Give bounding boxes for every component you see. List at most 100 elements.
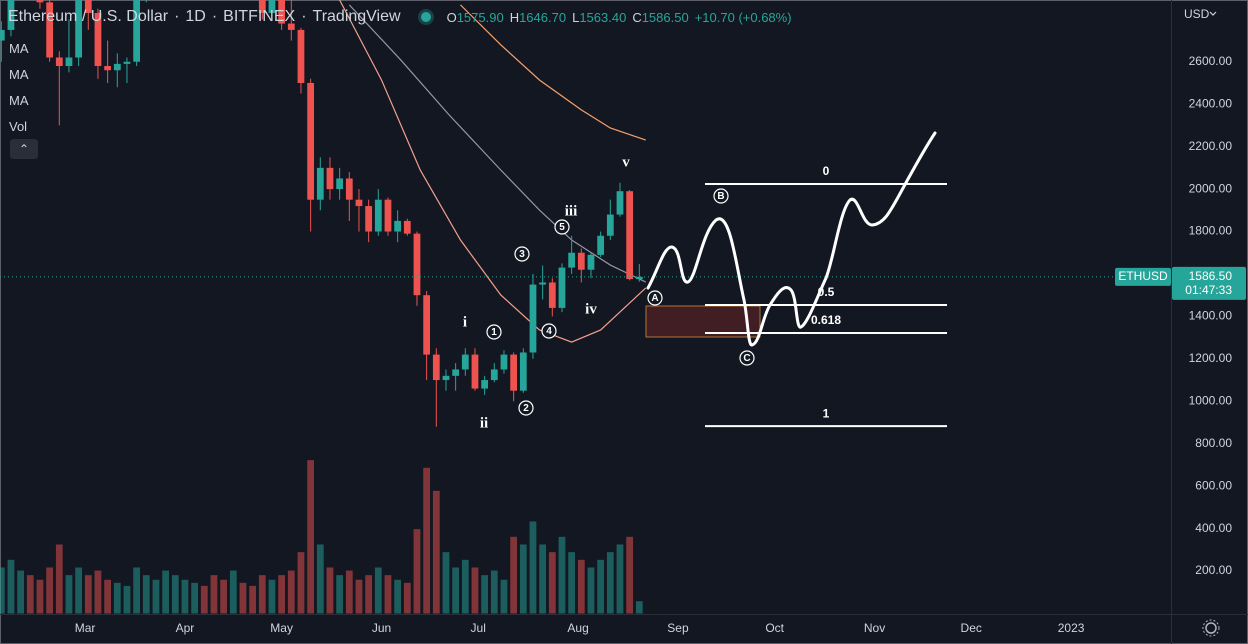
currency-caret[interactable] (1209, 11, 1217, 16)
volume-bar (606, 552, 614, 614)
y-tick-label: 1400.00 (1189, 309, 1233, 323)
volume-bar (316, 544, 324, 614)
moving-average (460, 4, 646, 141)
wave-circle (514, 246, 530, 262)
source: TradingView (312, 8, 401, 25)
y-tick-label: 800.00 (1195, 436, 1232, 450)
volume-bar (258, 575, 266, 614)
candle-body (316, 167, 324, 200)
collapse-button[interactable]: ⌃ (10, 139, 38, 159)
candle-body (461, 354, 469, 370)
zone-box (645, 305, 761, 338)
volume-bar (471, 567, 479, 614)
volume-bar (94, 570, 102, 614)
volume-bar (548, 552, 556, 614)
volume-bar (55, 544, 63, 614)
candle-body (384, 199, 392, 232)
candle-body (481, 380, 489, 389)
legend-header: Ethereum / U.S. Dollar · 1D · BITFINEX ·… (8, 8, 792, 26)
volume-bar (374, 567, 382, 614)
candle-body (500, 354, 508, 370)
candle-body (326, 167, 334, 190)
candle-body (0, 29, 5, 41)
volume-bar (104, 579, 112, 614)
volume-bar (626, 536, 634, 614)
volume-bar (7, 559, 15, 614)
fib-label: 0.5 (818, 285, 835, 299)
circled-label: 3 (519, 249, 525, 260)
candle-body (268, 0, 276, 13)
x-tick-label: Nov (864, 621, 885, 635)
symbol[interactable]: Ethereum / U.S. Dollar (8, 8, 169, 25)
candle-body (365, 206, 373, 232)
candle-body (568, 252, 576, 268)
wave-label: ii (480, 415, 488, 431)
x-tick-label: May (270, 621, 293, 635)
circled-label: 2 (523, 403, 529, 414)
indicator-name[interactable]: MA (9, 41, 29, 56)
candle-body (510, 354, 518, 391)
volume-bar (307, 460, 315, 614)
candle-body (606, 214, 614, 236)
wave-circle (541, 323, 557, 339)
plot-area (0, 0, 1171, 614)
y-tick-label: 400.00 (1195, 521, 1232, 535)
volume-bar (297, 552, 305, 614)
candle-body (345, 178, 353, 200)
fib-label: 1 (823, 406, 830, 420)
volume-bar (577, 559, 585, 614)
interval[interactable]: 1D (185, 8, 206, 25)
volume-bar (413, 529, 421, 614)
volume-bar (220, 579, 228, 614)
volume-bar (519, 544, 527, 614)
volume-bar (239, 582, 247, 614)
x-tick-label: Jun (372, 621, 391, 635)
volume-bar (345, 570, 353, 614)
volume-bar (384, 575, 392, 614)
ohlc-key: O (446, 9, 457, 25)
volume-bar (481, 575, 489, 614)
candle-body (587, 254, 595, 270)
candle-body (423, 295, 431, 355)
moving-average (348, 4, 647, 283)
volume-bar (558, 536, 566, 614)
price-tag (1172, 266, 1246, 300)
candle-body (597, 235, 605, 255)
circled-label: C (743, 353, 750, 364)
volume-bar (26, 575, 34, 614)
volume-bar (490, 570, 498, 614)
volume-bar (0, 567, 5, 614)
x-tick-label: Dec (961, 621, 982, 635)
volume-bar (229, 570, 237, 614)
candle-body (616, 191, 624, 215)
candle-body (403, 220, 411, 234)
y-tick-label: 2600.00 (1189, 54, 1233, 68)
countdown: 01:47:33 (1185, 283, 1232, 297)
volume-bar (500, 579, 508, 614)
candle-body (432, 354, 440, 381)
exchange: BITFINEX (223, 8, 296, 25)
settings-icon[interactable] (1202, 619, 1220, 637)
y-tick-label: 1200.00 (1189, 351, 1233, 365)
volume-bar (142, 575, 150, 614)
indicator-name[interactable]: MA (9, 93, 29, 108)
volume-bar (365, 575, 373, 614)
candle-body (635, 276, 643, 280)
x-tick-label: Mar (75, 621, 96, 635)
indicator-name[interactable]: MA (9, 67, 29, 82)
ohlc-key: C (632, 9, 642, 25)
candle-body (442, 375, 450, 381)
y-tick-label: 2000.00 (1189, 181, 1233, 195)
ohlc-item: O1575.90 (447, 10, 504, 25)
candle-body (75, 0, 83, 58)
wave-label: i (463, 314, 467, 330)
volume-bar (75, 567, 83, 614)
y-tick-label: 2200.00 (1189, 139, 1233, 153)
y-tick-label: 1800.00 (1189, 224, 1233, 238)
candle-body (104, 65, 112, 71)
volume-bar (336, 575, 344, 614)
candle-body (519, 352, 527, 391)
wave-circle (486, 324, 502, 340)
indicator-name[interactable]: Vol (9, 119, 28, 134)
